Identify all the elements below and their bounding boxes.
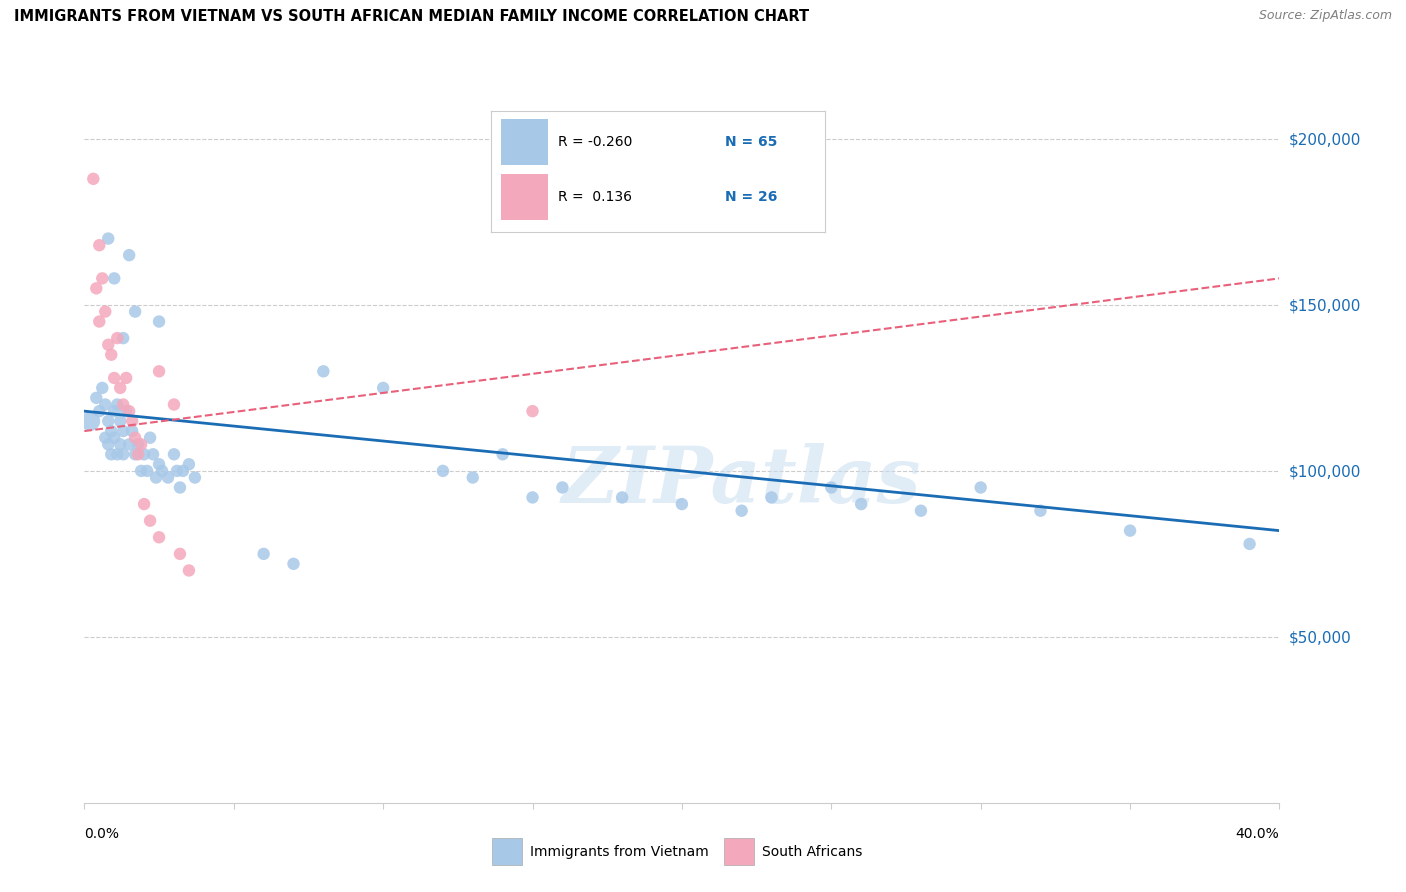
Point (91, 381, 114, 395)
Point (89, 404, 111, 418)
Point (94, 304, 117, 318)
Point (163, 447, 186, 461)
Point (112, 447, 135, 461)
Point (150, 464, 173, 478)
Point (184, 470, 207, 484)
Point (97, 437, 120, 451)
Point (432, 464, 454, 478)
Point (103, 431, 125, 445)
Point (492, 447, 515, 461)
Point (1119, 524, 1142, 538)
Point (82, 171, 104, 186)
Text: ZIPatlas: ZIPatlas (562, 443, 921, 520)
Point (610, 491, 633, 505)
Bar (492, 838, 522, 865)
Point (118, 404, 141, 418)
Point (163, 397, 186, 411)
Point (461, 470, 484, 484)
Point (124, 447, 146, 461)
Point (105, 397, 128, 411)
Point (139, 431, 162, 445)
Bar (724, 838, 754, 865)
Point (157, 470, 180, 484)
Point (110, 437, 132, 451)
Point (142, 447, 165, 461)
Point (97, 414, 120, 428)
Point (115, 371, 138, 385)
Point (97, 231, 120, 245)
Point (112, 397, 135, 411)
Point (761, 491, 783, 505)
Point (112, 331, 135, 345)
Point (100, 447, 122, 461)
Point (103, 271, 125, 285)
Point (132, 497, 156, 511)
Point (115, 404, 138, 418)
Point (551, 481, 574, 495)
Point (110, 414, 132, 428)
Text: South Africans: South Africans (762, 845, 862, 859)
Point (121, 424, 143, 438)
Point (105, 447, 128, 461)
Point (100, 424, 122, 438)
Point (91, 271, 114, 285)
Text: Immigrants from Vietnam: Immigrants from Vietnam (530, 845, 709, 859)
Point (148, 314, 170, 328)
Point (121, 414, 143, 428)
Point (100, 348, 122, 362)
Point (86, 391, 108, 405)
Point (177, 457, 200, 471)
Point (671, 497, 693, 511)
Point (105, 331, 128, 345)
Point (148, 457, 170, 471)
Point (172, 464, 194, 478)
Point (1029, 504, 1052, 518)
Point (145, 470, 167, 484)
Point (103, 404, 125, 418)
Point (89, 238, 111, 252)
Point (253, 547, 276, 561)
Point (112, 424, 135, 438)
Point (820, 481, 842, 495)
Point (94, 431, 117, 445)
Point (79, 414, 101, 428)
Point (522, 404, 544, 418)
Text: 0.0%: 0.0% (84, 828, 120, 841)
Point (139, 514, 162, 528)
Point (148, 530, 170, 544)
Point (118, 248, 141, 262)
Point (169, 547, 191, 561)
Text: IMMIGRANTS FROM VIETNAM VS SOUTH AFRICAN MEDIAN FAMILY INCOME CORRELATION CHART: IMMIGRANTS FROM VIETNAM VS SOUTH AFRICAN… (14, 9, 810, 24)
Point (124, 431, 146, 445)
Point (124, 304, 146, 318)
Point (371, 381, 394, 395)
Point (103, 371, 125, 385)
Point (86, 281, 108, 295)
Point (97, 338, 120, 352)
Point (118, 437, 141, 451)
Point (136, 464, 159, 478)
Point (731, 504, 754, 518)
Point (129, 464, 152, 478)
Point (127, 437, 149, 451)
Point (110, 381, 132, 395)
Text: Source: ZipAtlas.com: Source: ZipAtlas.com (1258, 9, 1392, 22)
Point (129, 437, 152, 451)
Point (849, 497, 872, 511)
Point (166, 464, 188, 478)
Text: 40.0%: 40.0% (1236, 828, 1279, 841)
Point (910, 504, 932, 518)
Point (283, 557, 305, 571)
Point (312, 364, 335, 378)
Point (148, 364, 170, 378)
Point (89, 314, 111, 328)
Point (132, 447, 156, 461)
Point (522, 491, 544, 505)
Point (1239, 537, 1261, 551)
Point (970, 481, 993, 495)
Point (177, 564, 200, 578)
Point (169, 481, 191, 495)
Point (127, 447, 149, 461)
Point (94, 397, 117, 411)
